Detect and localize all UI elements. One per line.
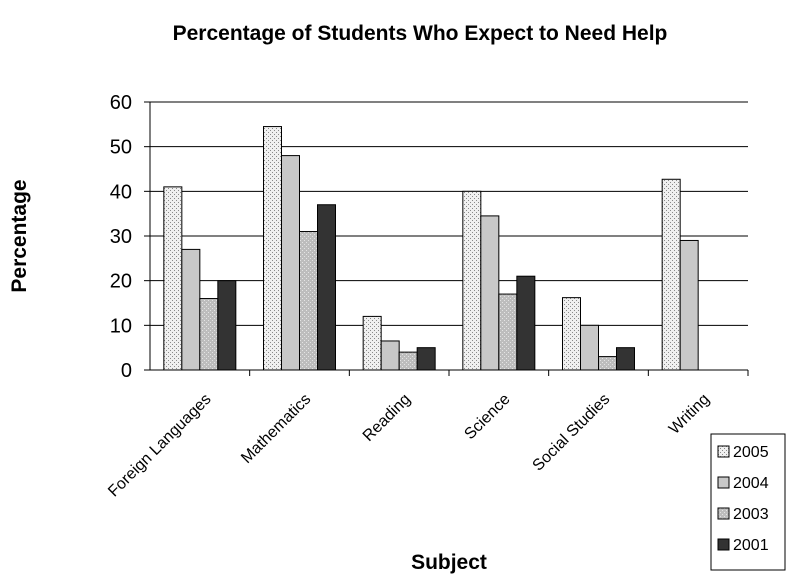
y-tick-label: 30 (110, 226, 132, 248)
x-category-label: Social Studies (530, 391, 614, 475)
x-category-label: Reading (360, 391, 414, 445)
x-category-label: Science (461, 391, 513, 443)
bar-2004-science (480, 215, 500, 371)
legend-label: 2004 (733, 475, 769, 492)
legend-label: 2005 (733, 444, 769, 461)
bar-2005-science (462, 190, 482, 371)
bar-2005-social-studies (562, 297, 581, 371)
axes (144, 101, 749, 376)
bar-2001-reading (416, 347, 436, 371)
y-tick-label: 10 (110, 315, 132, 337)
legend: 2005 2004 2003 2001 (710, 433, 786, 571)
x-category-labels: Foreign Languages Mathematics Reading Scien… (105, 391, 713, 501)
bar-2003-reading (398, 351, 418, 371)
bar-2001-science (516, 275, 536, 371)
chart-title: Percentage of Students Who Expect to Nee… (173, 22, 668, 45)
y-tick-label: 20 (110, 271, 132, 293)
y-tick-label: 0 (121, 360, 132, 382)
bar-2004-writing (679, 239, 699, 371)
bar-2003-social-studies (598, 356, 617, 371)
x-category-label: Foreign Languages (105, 391, 215, 501)
y-tick-label: 60 (110, 92, 132, 114)
bar-2003-science (498, 293, 518, 371)
bar-2005-mathematics (263, 126, 282, 371)
bar-2001-social-studies (616, 347, 635, 371)
bar-2004-social-studies (580, 324, 599, 371)
bar-2004-reading (380, 340, 400, 371)
legend-label: 2001 (733, 537, 769, 554)
bar-2005-writing (661, 178, 681, 371)
bar-2004-foreign-languages (181, 248, 201, 371)
bar-2005-foreign-languages (163, 186, 183, 371)
bar-2001-foreign-languages (217, 280, 237, 371)
x-axis-title: Subject (411, 551, 487, 574)
bar-2003-foreign-languages (199, 298, 219, 371)
legend-label: 2003 (733, 506, 769, 523)
bar-2003-mathematics (299, 231, 318, 371)
y-tick-label: 40 (110, 181, 132, 203)
bar-2004-mathematics (281, 155, 300, 371)
legend-swatch (717, 538, 730, 551)
x-category-label: Mathematics (238, 391, 314, 467)
bar-2005-reading (362, 315, 382, 371)
bars (163, 126, 699, 371)
legend-swatch (717, 476, 730, 489)
y-tick-labels: 0 10 20 30 40 50 60 (110, 92, 132, 382)
gridlines (150, 101, 748, 326)
x-category-label: Writing (666, 391, 713, 438)
y-tick-label: 50 (110, 137, 132, 159)
legend-swatch (717, 507, 730, 520)
legend-swatch (717, 445, 730, 458)
bar-2001-mathematics (317, 204, 336, 371)
y-axis-title: Percentage (8, 179, 31, 292)
